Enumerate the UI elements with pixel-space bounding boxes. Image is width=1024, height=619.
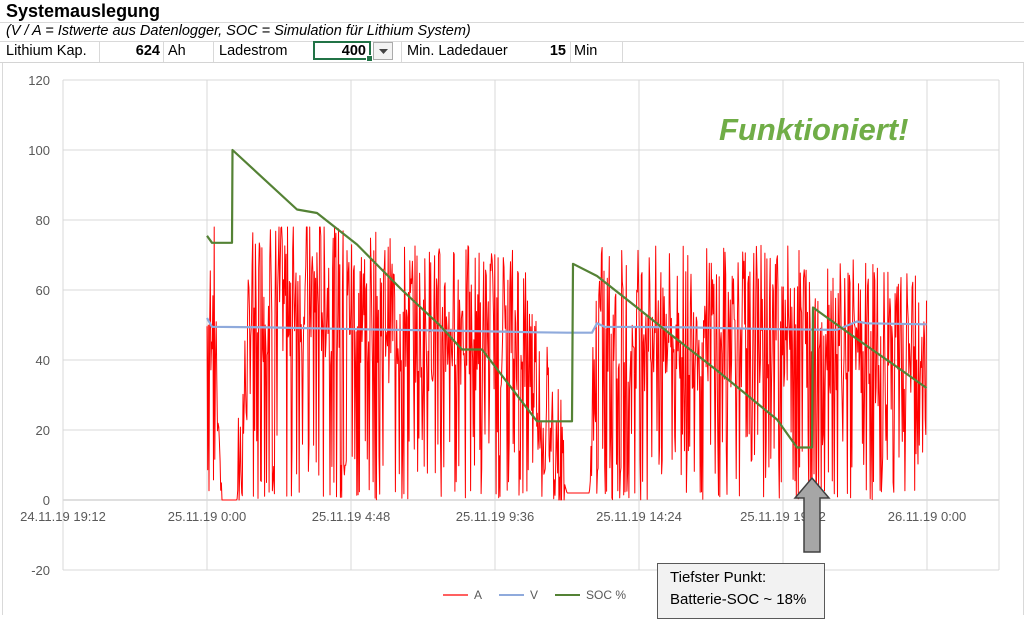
fill-handle[interactable] <box>366 55 373 62</box>
sheet-subtitle[interactable]: (V / A = Istwerte aus Datenlogger, SOC =… <box>6 23 471 39</box>
sheet-title[interactable]: Systemauslegung <box>6 1 161 21</box>
series-line-v <box>206 317 927 334</box>
parameter-row: Lithium Kap. 624 Ah Ladestrom 400 Min. L… <box>0 41 1024 63</box>
x-tick-label: 24.11.19 19:12 <box>20 509 106 524</box>
line-chart[interactable]: -20 0 20 40 60 80 100 120 24.11.19 19:12 25.11.1… <box>3 63 1023 615</box>
charge-current-label[interactable]: Ladestrom <box>219 43 288 59</box>
min-charge-value[interactable]: 15 <box>549 43 566 59</box>
row-divider <box>0 41 1024 42</box>
y-tick-label: 40 <box>36 353 50 368</box>
legend-label: A <box>474 588 482 602</box>
x-tick-label: 25.11.19 0:00 <box>168 509 247 524</box>
x-tick-label: 26.11.19 0:00 <box>888 509 967 524</box>
legend-label: V <box>530 588 538 602</box>
x-tick-label: 25.11.19 9:36 <box>456 509 535 524</box>
capacity-unit[interactable]: Ah <box>168 43 186 59</box>
y-axis: -20 0 20 40 60 80 100 120 <box>28 73 50 578</box>
series-layer <box>206 148 928 501</box>
chevron-down-icon <box>379 49 388 54</box>
cell-divider <box>99 41 100 62</box>
callout-line-1: Tiefster Punkt: <box>670 569 767 586</box>
callout-box: Tiefster Punkt: Batterie-SOC ~ 18% <box>657 563 825 619</box>
row-divider <box>0 22 1024 23</box>
chart-area[interactable]: -20 0 20 40 60 80 100 120 24.11.19 19:12 25.11.1… <box>2 63 1024 615</box>
y-tick-label: 80 <box>36 213 50 228</box>
spreadsheet-header: Systemauslegung (V / A = Istwerte aus Da… <box>0 0 1024 63</box>
y-tick-label: 60 <box>36 283 50 298</box>
charge-current-cell[interactable]: 400 <box>313 41 373 62</box>
callout-arrow <box>793 476 831 553</box>
min-charge-unit[interactable]: Min <box>574 43 598 59</box>
legend-label: SOC % <box>586 588 626 602</box>
cell-divider <box>622 41 623 62</box>
y-tick-label: 120 <box>28 73 50 88</box>
subtitle-row: (V / A = Istwerte aus Datenlogger, SOC =… <box>0 22 1024 41</box>
cell-divider <box>401 41 402 62</box>
x-axis: 24.11.19 19:12 25.11.19 0:00 25.11.19 4:48… <box>20 509 966 524</box>
status-annotation: Funktioniert! <box>719 112 908 147</box>
cell-divider <box>163 41 164 62</box>
charge-current-value[interactable]: 400 <box>341 43 366 59</box>
cell-divider <box>213 41 214 62</box>
y-tick-label: 20 <box>36 423 50 438</box>
title-row: Systemauslegung <box>0 0 1024 22</box>
y-tick-label: 100 <box>28 143 50 158</box>
x-tick-label: 25.11.19 4:48 <box>312 509 391 524</box>
series-line-soc <box>206 148 928 449</box>
y-tick-label: 0 <box>43 493 50 508</box>
capacity-value[interactable]: 624 <box>135 43 160 59</box>
charge-current-dropdown-button[interactable] <box>373 42 393 60</box>
capacity-label[interactable]: Lithium Kap. <box>6 43 87 59</box>
x-tick-label: 25.11.19 14:24 <box>596 509 682 524</box>
callout-line-2: Batterie-SOC ~ 18% <box>670 591 807 608</box>
min-charge-label[interactable]: Min. Ladedauer <box>407 43 508 59</box>
series-line-a <box>206 226 927 501</box>
chart-legend: A V SOC % <box>443 588 626 602</box>
arrow-up-icon <box>793 476 831 553</box>
cell-divider <box>570 41 571 62</box>
y-tick-label: -20 <box>31 563 50 578</box>
